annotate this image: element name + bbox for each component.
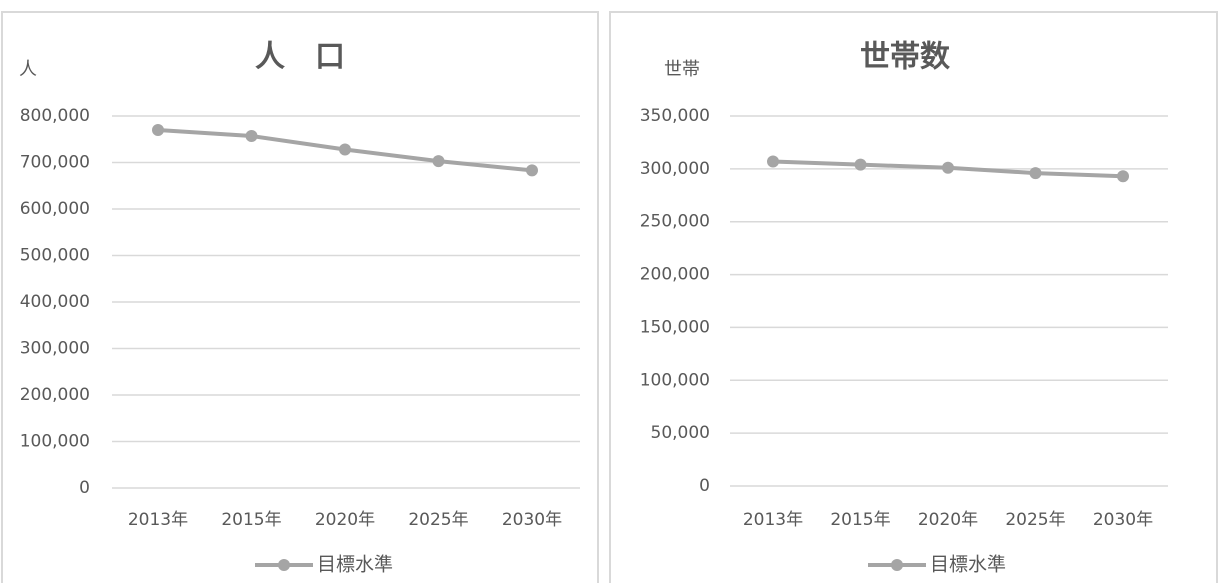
y-tick-label: 200,000 — [640, 265, 710, 285]
marker — [1029, 167, 1042, 180]
x-tick-label: 2020年 — [315, 510, 375, 530]
y-tick-label: 300,000 — [20, 339, 90, 359]
x-tick-label: 2015年 — [221, 510, 281, 530]
y-tick-label: 700,000 — [20, 153, 90, 173]
y-tick-label: 300,000 — [640, 159, 710, 179]
y-tick-label: 500,000 — [20, 246, 90, 266]
marker — [767, 155, 779, 168]
y-tick-label: 0 — [79, 478, 90, 498]
y-tick-label: 200,000 — [20, 385, 90, 405]
x-tick-label: 2025年 — [408, 510, 468, 530]
x-tick-label: 2030年 — [502, 510, 562, 530]
y-tick-label: 350,000 — [640, 106, 710, 126]
legend-label: 目標水準 — [317, 554, 393, 576]
y-tick-label: 250,000 — [640, 212, 710, 232]
marker — [854, 158, 867, 171]
marker — [526, 164, 538, 177]
panel — [609, 11, 1218, 583]
x-tick-label: 2020年 — [918, 510, 978, 530]
marker — [1117, 170, 1129, 183]
legend-label: 目標水準 — [930, 554, 1006, 576]
chart-title: 人 口 — [255, 40, 345, 75]
y-tick-label: 600,000 — [20, 199, 90, 219]
marker — [245, 129, 258, 142]
y-tick-label: 50,000 — [651, 423, 710, 443]
x-tick-label: 2015年 — [830, 510, 890, 530]
marker — [152, 123, 164, 136]
chart-title: 世帯数 — [860, 40, 951, 75]
marker — [432, 155, 445, 168]
panel — [1, 11, 599, 583]
y-tick-label: 100,000 — [640, 370, 710, 390]
y-tick-label: 800,000 — [20, 106, 90, 126]
y-tick-label: 0 — [699, 476, 710, 496]
y-tick-label: 400,000 — [20, 292, 90, 312]
y-axis-label: 世帯 — [664, 59, 700, 80]
marker — [339, 143, 351, 156]
legend-marker — [891, 559, 903, 571]
y-tick-label: 100,000 — [20, 432, 90, 452]
x-tick-label: 2013年 — [128, 510, 188, 530]
marker — [942, 161, 954, 174]
x-tick-label: 2030年 — [1093, 510, 1153, 530]
x-tick-label: 2025年 — [1005, 510, 1065, 530]
x-tick-label: 2013年 — [743, 510, 803, 530]
y-tick-label: 150,000 — [640, 317, 710, 337]
legend-marker — [278, 559, 290, 571]
y-axis-label: 人 — [19, 59, 37, 80]
